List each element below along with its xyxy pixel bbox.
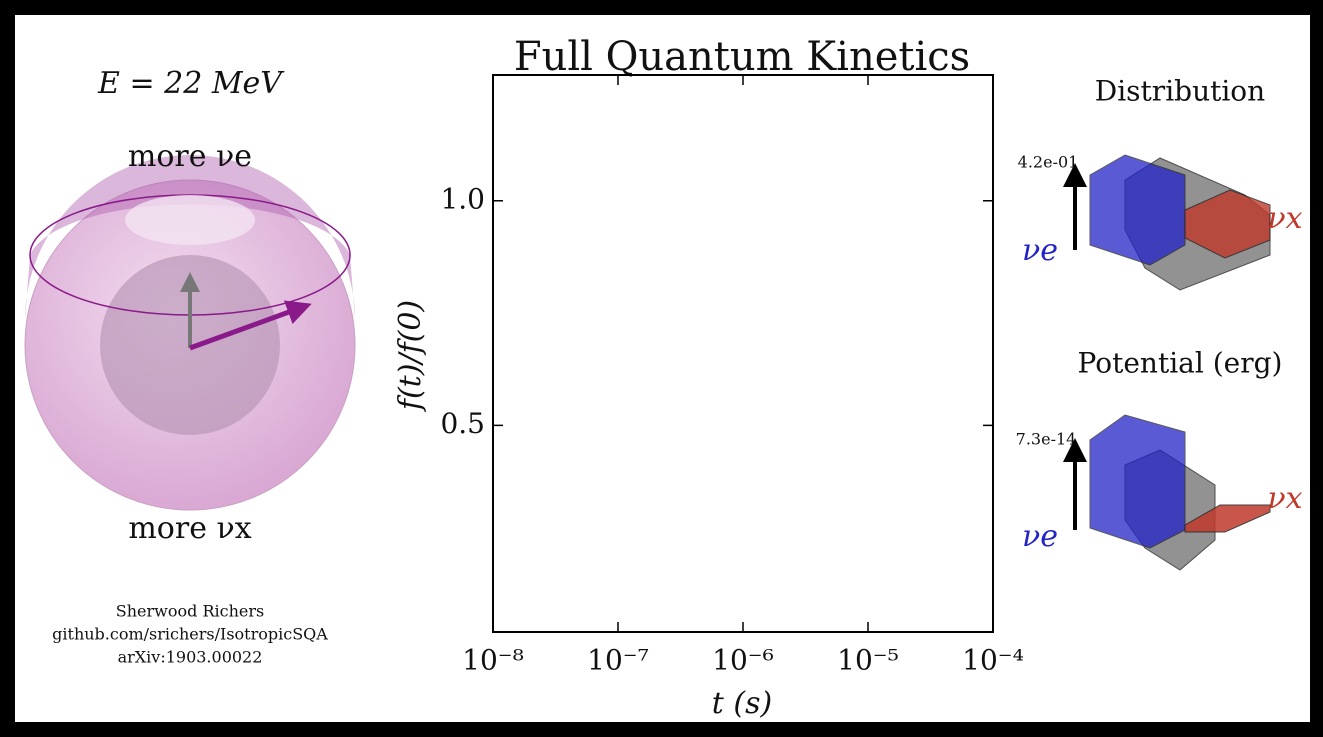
- chart-title: Full Quantum Kinetics: [514, 34, 970, 80]
- distribution-bars: [1063, 154, 1271, 291]
- x-tick-label: 10⁻⁵: [837, 644, 899, 677]
- x-tick-label: 10⁻⁸: [462, 644, 524, 677]
- energy-label: E = 22 MeV: [97, 66, 285, 101]
- bottom-label: more νx: [128, 511, 251, 546]
- top-label: more νe: [128, 139, 252, 174]
- x-tick-label: 10⁻⁷: [587, 644, 649, 677]
- y-axis-label: f(t)/f(0): [393, 300, 428, 412]
- x-tick-label: 10⁻⁶: [712, 644, 774, 677]
- credit: github.com/srichers/IsotropicSQA: [52, 625, 328, 644]
- nu-x-label: νx: [1267, 201, 1302, 236]
- nu-e-label: νe: [1022, 519, 1058, 554]
- potential-title: Potential (erg): [1078, 347, 1283, 380]
- credit: Sherwood Richers: [116, 602, 264, 621]
- potential-max: 7.3e-14: [1016, 430, 1077, 449]
- x-axis-label: t (s): [712, 686, 772, 721]
- y-tick-label: 1.0: [440, 182, 485, 215]
- credit: arXiv:1903.00022: [118, 648, 263, 667]
- distribution-title: Distribution: [1095, 75, 1265, 108]
- bloch-sphere: [24, 155, 356, 511]
- potential-bars: [1063, 414, 1271, 571]
- y-tick-label: 0.5: [440, 407, 485, 440]
- distribution-max: 4.2e-01: [1018, 153, 1079, 172]
- nu-e-label: νe: [1022, 233, 1058, 268]
- x-tick-label: 10⁻⁴: [962, 644, 1024, 677]
- nu-x-label: νx: [1267, 481, 1302, 516]
